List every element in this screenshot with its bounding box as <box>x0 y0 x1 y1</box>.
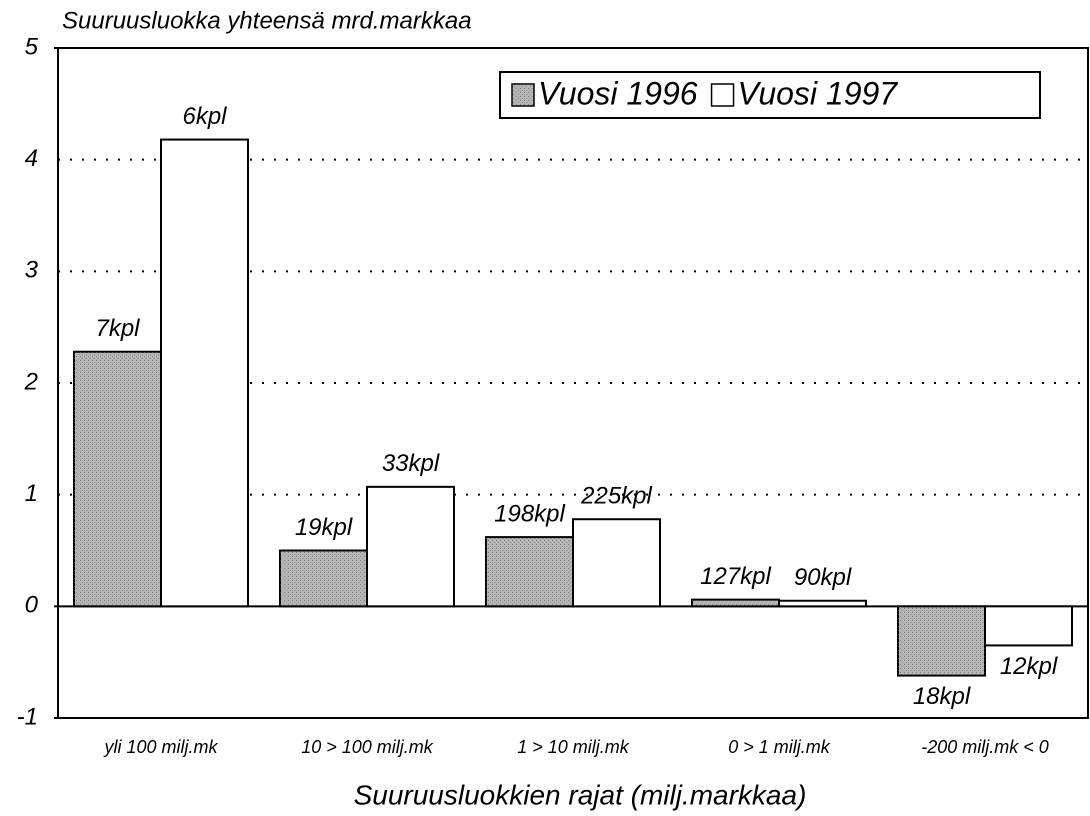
legend-box <box>499 71 1041 119</box>
bar-label: 198kpl <box>494 500 565 527</box>
y-tick-label: 0 <box>25 592 39 619</box>
bar-texture <box>692 599 779 607</box>
bar-texture <box>486 537 573 607</box>
bar-label: 33kpl <box>382 450 440 477</box>
legend-swatch <box>710 83 735 107</box>
bar-label: 6kpl <box>182 103 227 130</box>
bar-label: 18kpl <box>913 683 971 710</box>
x-axis-title: Suuruusluokkien rajat (milj.markkaa) <box>354 779 807 810</box>
x-tick-label: 1 > 10 milj.mk <box>517 737 630 757</box>
y-tick-label: 5 <box>25 33 39 60</box>
bar-texture <box>898 606 985 676</box>
x-tick-label: 0 > 1 milj.mk <box>728 737 831 757</box>
bar <box>572 518 661 608</box>
x-tick-label: yli 100 milj.mk <box>102 737 218 757</box>
x-tick-label: -200 milj.mk < 0 <box>921 737 1049 757</box>
bar-label: 19kpl <box>295 514 353 541</box>
legend-label: Vuosi 1997 <box>738 75 899 111</box>
x-tick-label: 10 > 100 milj.mk <box>301 737 434 757</box>
y-tick-label: 4 <box>25 145 38 172</box>
bar <box>160 138 249 608</box>
bar-label: 127kpl <box>700 563 771 590</box>
chart-title: Suuruusluokka yhteensä mrd.markkaa <box>62 7 472 34</box>
bar-label: 7kpl <box>95 315 140 342</box>
y-tick-label: 2 <box>24 368 38 395</box>
bar-label: 225kpl <box>580 483 652 510</box>
bar <box>778 599 867 608</box>
bar-texture <box>74 351 161 607</box>
bar-texture <box>280 550 367 607</box>
y-tick-label: -1 <box>17 703 38 730</box>
legend-label: Vuosi 1996 <box>538 75 698 111</box>
bar <box>984 605 1073 647</box>
y-tick-label: 3 <box>25 257 39 284</box>
bar <box>366 485 455 608</box>
legend-texture <box>512 84 534 106</box>
bar-label: 90kpl <box>794 564 852 591</box>
bar-label: 12kpl <box>1000 653 1058 680</box>
y-tick-label: 1 <box>25 480 38 507</box>
